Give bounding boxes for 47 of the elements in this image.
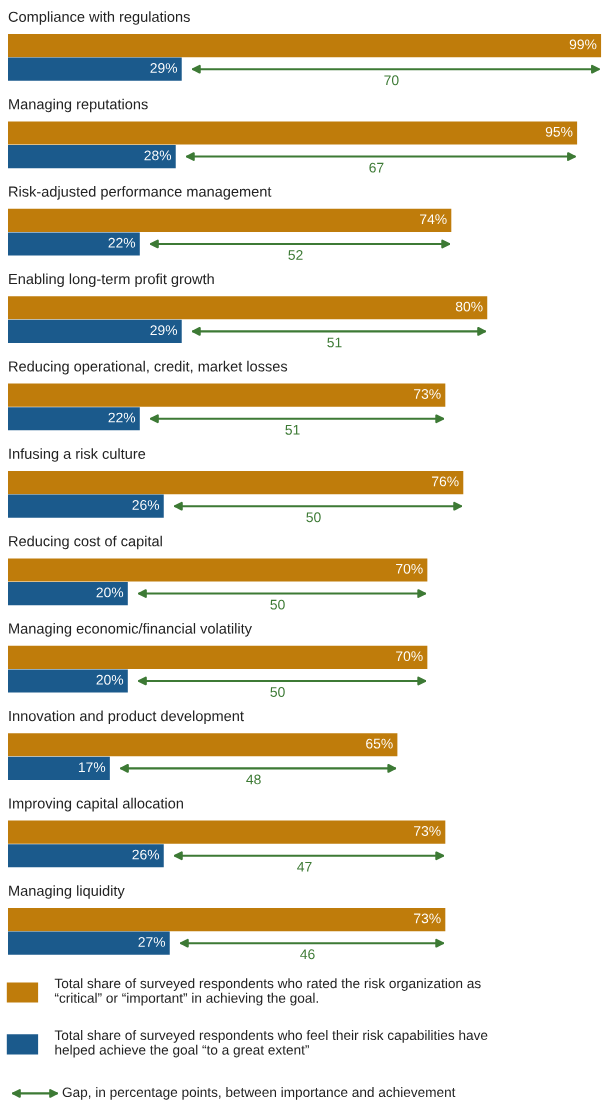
annotation: 51 [327,337,342,348]
annotation: 50 [270,687,285,697]
data-label: 22% [108,237,136,248]
data-label: 73% [414,389,441,399]
data-label: 99% [569,39,597,50]
data-label: 17% [78,762,106,773]
y-tick-label: Managing reputations [9,98,148,113]
text: Gap, in percentage points, between importance and achievement [62,1087,456,1100]
data-label: 26% [132,500,160,510]
annotation: 70 [384,75,399,86]
annotation: 52 [288,250,303,260]
annotation: 46 [300,949,315,960]
data-label: 65% [366,738,393,749]
annotation: 48 [246,774,261,785]
y-tick-label: Managing liquidity [9,885,125,899]
annotation: 50 [306,512,321,523]
data-label: 80% [455,301,483,312]
y-tick-label: Risk-adjusted performance management [9,186,272,200]
y-tick-label: Infusing a risk culture [9,448,146,462]
data-label: 76% [432,476,459,487]
annotation: 51 [285,425,300,435]
data-label: 73% [414,913,441,924]
legend-label: Total share of surveyed respondents who feel their risk capabilities have helped achieve the goal “to a great extent” [54,1030,488,1058]
data-label: 74% [420,214,447,225]
y-tick-label: Compliance with regulations [8,11,190,25]
annotation: 67 [369,162,384,173]
y-tick-label: Enabling long-term profit growth [9,273,214,288]
legend-label: Total share of surveyed respondents who rated the risk organization as “critical” or “important” in achieving the goal. [54,978,481,1006]
y-tick-label: Improving capital allocation [9,797,183,812]
data-label: 26% [132,849,160,860]
data-label: 20% [96,674,124,685]
data-label: 70% [396,563,423,574]
annotation: 50 [270,599,285,610]
y-tick-label: Managing economic/financial volatility [9,623,252,637]
data-label: 28% [144,150,172,161]
data-label: 29% [150,63,178,73]
data-label: 20% [96,587,124,598]
annotation: 47 [297,862,312,872]
data-label: 70% [396,651,423,662]
data-label: 95% [545,126,573,137]
y-tick-label: Reducing operational, credit, market losses [9,360,288,375]
data-label: 22% [108,412,136,423]
data-label: 73% [414,826,441,836]
y-tick-label: Innovation and product development [9,710,244,725]
data-label: 27% [138,937,166,947]
data-label: 29% [150,325,178,336]
y-tick-label: Reducing cost of capital [9,535,162,550]
